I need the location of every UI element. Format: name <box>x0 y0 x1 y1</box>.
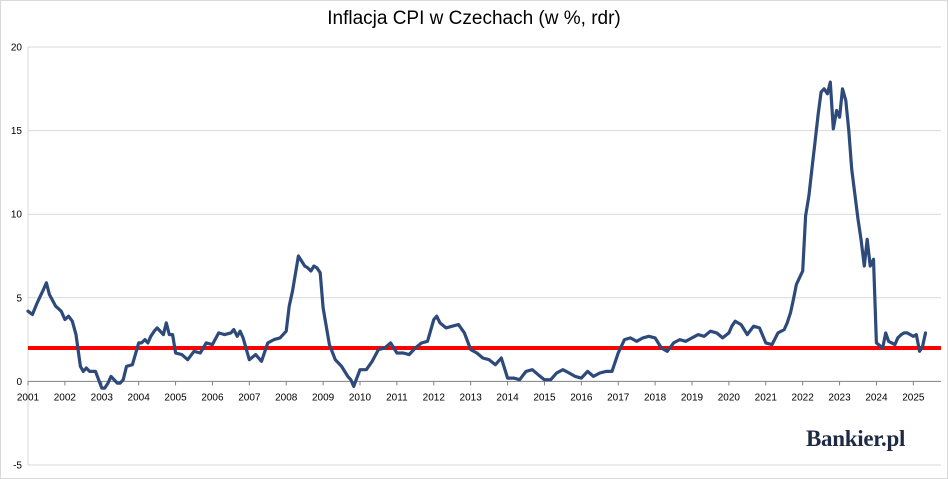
x-tick-label: 2024 <box>865 392 888 403</box>
x-tick-label: 2004 <box>128 392 151 403</box>
x-tick-label: 2002 <box>54 392 77 403</box>
x-tick-label: 2023 <box>828 392 851 403</box>
x-tick-label: 2010 <box>349 392 372 403</box>
x-tick-label: 2022 <box>792 392 815 403</box>
x-tick-label: 2017 <box>607 392 630 403</box>
y-tick-label: 5 <box>16 293 22 304</box>
y-tick-label: 10 <box>11 210 23 221</box>
x-tick-label: 2019 <box>681 392 704 403</box>
x-tick-label: 2003 <box>91 392 114 403</box>
brand-logo: Bankier.pl <box>806 426 906 451</box>
x-tick-label: 2014 <box>496 392 519 403</box>
x-tick-label: 2021 <box>755 392 778 403</box>
x-tick-label: 2008 <box>275 392 298 403</box>
x-tick-label: 2015 <box>533 392 556 403</box>
y-tick-label: 20 <box>11 43 23 54</box>
x-tick-label: 2006 <box>201 392 224 403</box>
x-tick-label: 2013 <box>460 392 483 403</box>
x-tick-label: 2020 <box>718 392 741 403</box>
x-tick-label: 2025 <box>902 392 925 403</box>
cpi-series-line <box>26 80 928 390</box>
x-tick-label: 2001 <box>17 392 40 403</box>
y-tick-label: 0 <box>16 377 22 388</box>
chart-title: Inflacja CPI w Czechach (w %, rdr) <box>327 8 621 29</box>
x-tick-label: 2011 <box>386 392 408 403</box>
x-tick-label: 2012 <box>423 392 446 403</box>
x-tick-label: 2007 <box>238 392 261 403</box>
x-tick-label: 2018 <box>644 392 667 403</box>
x-tick-label: 2005 <box>164 392 187 403</box>
x-tick-label: 2009 <box>312 392 335 403</box>
y-tick-label: 15 <box>11 126 23 137</box>
y-tick-label: -5 <box>13 461 22 472</box>
x-tick-label: 2016 <box>570 392 593 403</box>
